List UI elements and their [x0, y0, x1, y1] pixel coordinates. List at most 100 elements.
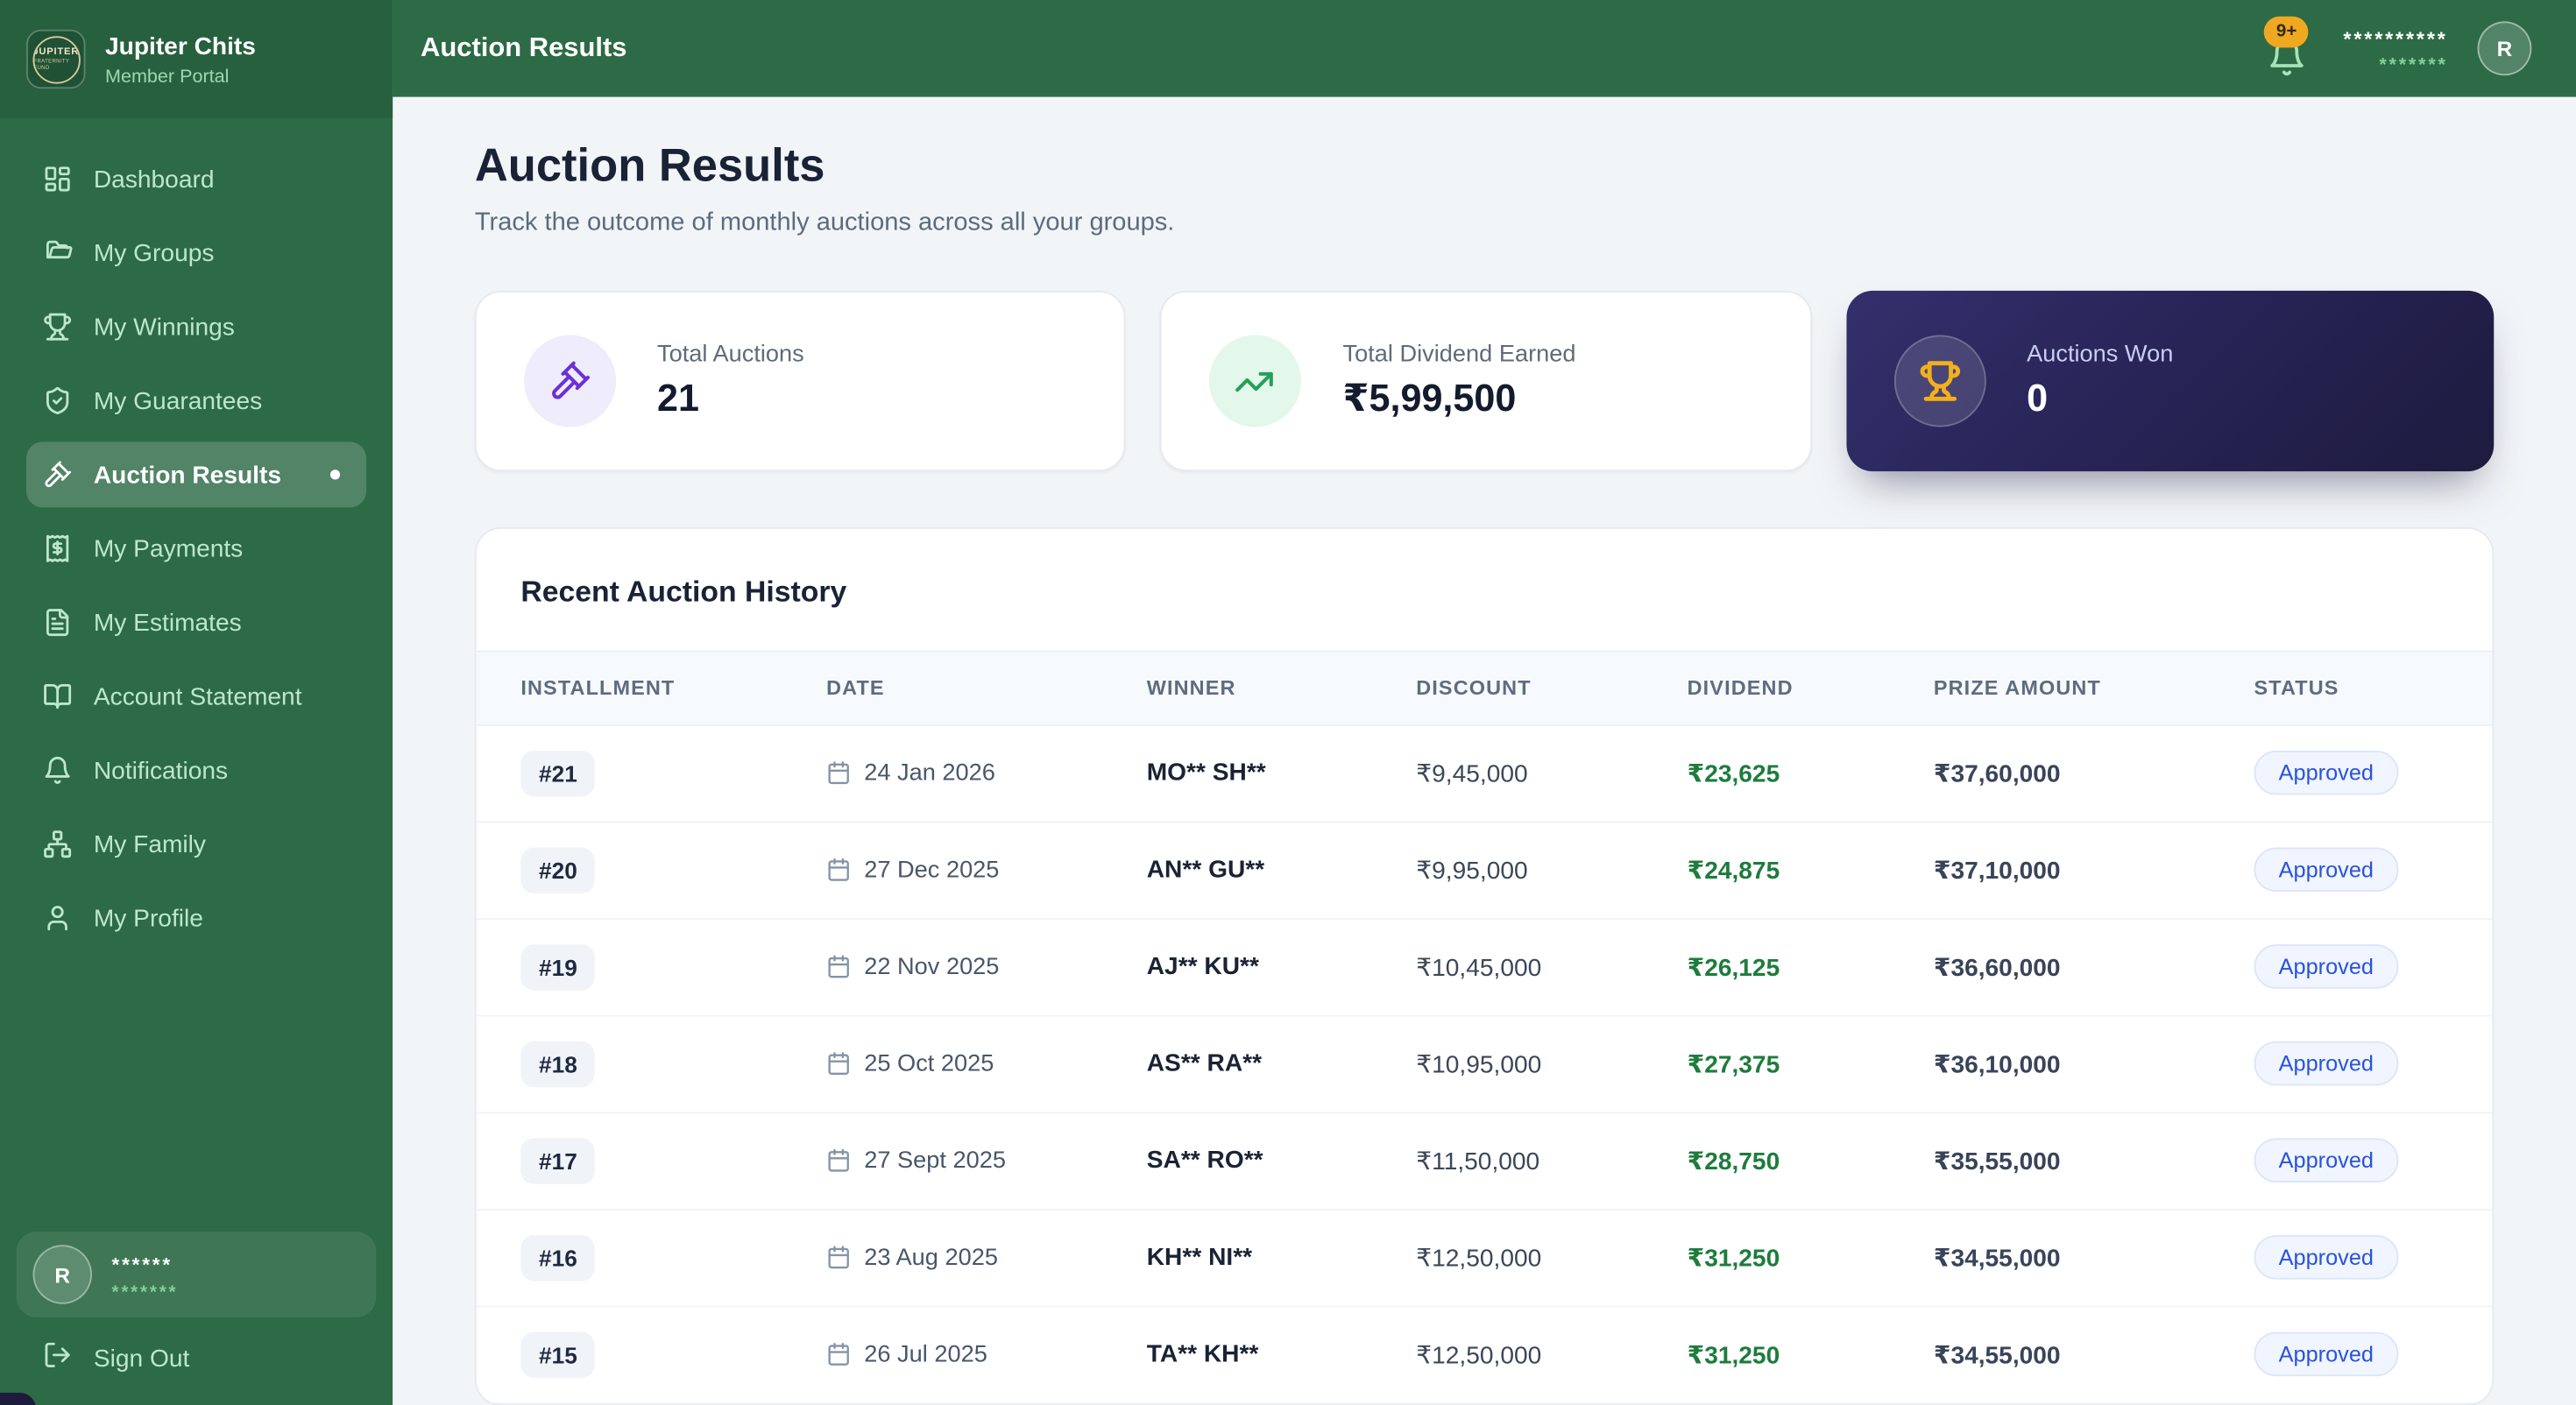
- table-title: Recent Auction History: [520, 574, 847, 607]
- sidebar-item-dashboard[interactable]: Dashboard: [26, 146, 366, 212]
- status-badge: Approved: [2254, 1235, 2399, 1280]
- prize-amount: ₹34,55,000: [1933, 1341, 2061, 1369]
- table-row: #15 26 Jul 2025 TA** KH** ₹12,50,000 ₹31…: [476, 1307, 2493, 1404]
- stat-card-total-auctions: Total Auctions 21: [474, 290, 1126, 471]
- masked-user-id: *******: [2379, 55, 2448, 76]
- sidebar-item-label: Auction Results: [93, 460, 281, 489]
- status-badge: Approved: [2254, 944, 2399, 989]
- table-row: #17 27 Sept 2025 SA** RO** ₹11,50,000 ₹2…: [476, 1112, 2493, 1211]
- table-row: #16 23 Aug 2025 KH** NI** ₹12,50,000 ₹31…: [476, 1210, 2493, 1307]
- discount-amount: ₹9,45,000: [1416, 759, 1528, 788]
- sidebar-item-my-guarantees[interactable]: My Guarantees: [26, 368, 366, 434]
- sign-out-label: Sign Out: [93, 1344, 190, 1373]
- status-badge: Approved: [2254, 751, 2399, 795]
- auction-date: 26 Jul 2025: [864, 1341, 987, 1368]
- stat-texts: Total Dividend Earned ₹5,99,500: [1342, 341, 1575, 420]
- sidebar-item-my-winnings[interactable]: My Winnings: [26, 294, 366, 360]
- sidebar: JUPITER FRATERNITY FUND Jupiter Chits Me…: [0, 0, 393, 1405]
- bell-icon: [43, 756, 73, 786]
- discount-amount: ₹9,95,000: [1416, 856, 1528, 885]
- winner-name: MO** SH**: [1146, 759, 1266, 787]
- installment-badge: #16: [520, 1234, 596, 1281]
- dividend-amount: ₹27,375: [1687, 1050, 1780, 1079]
- sidebar-item-label: My Payments: [93, 534, 244, 563]
- prize-amount: ₹34,55,000: [1933, 1244, 2061, 1273]
- status-badge: Approved: [2254, 1138, 2399, 1183]
- calendar-icon: [828, 761, 849, 785]
- sign-out-button[interactable]: Sign Out: [17, 1317, 377, 1383]
- page-title: Auction Results: [474, 139, 825, 191]
- notifications-button[interactable]: 9+: [2264, 14, 2313, 83]
- table-row: #19 22 Nov 2025 AJ** KU** ₹10,45,000 ₹26…: [476, 919, 2493, 1016]
- winner-name: KH** NI**: [1146, 1243, 1253, 1272]
- sidebar-item-label: My Family: [93, 830, 206, 858]
- table-header-row: INSTALLMENT DATE WINNER DISCOUNT DIVIDEN…: [476, 649, 2493, 725]
- gavel-icon: [43, 460, 73, 490]
- calendar-icon: [828, 858, 849, 881]
- sidebar-item-notifications[interactable]: Notifications: [26, 738, 366, 803]
- sidebar-item-label: My Guarantees: [93, 386, 263, 415]
- installment-badge: #19: [520, 943, 596, 990]
- auction-date: 23 Aug 2025: [864, 1244, 998, 1271]
- notification-count-badge: 9+: [2264, 15, 2310, 47]
- avatar[interactable]: R: [2477, 21, 2532, 76]
- sidebar-item-my-payments[interactable]: My Payments: [26, 516, 366, 582]
- sidebar-item-auction-results[interactable]: Auction Results: [26, 441, 367, 508]
- dividend-amount: ₹28,750: [1687, 1147, 1780, 1176]
- sidebar-item-my-groups[interactable]: My Groups: [26, 220, 366, 286]
- sidebar-item-account-statement[interactable]: Account Statement: [26, 664, 366, 730]
- discount-amount: ₹10,45,000: [1416, 953, 1542, 982]
- sidebar-item-label: Account Statement: [93, 682, 302, 710]
- page-content: Auction Results Track the outcome of mon…: [393, 97, 2576, 1405]
- sidebar-nav: Dashboard My Groups My Winnings My Guara…: [0, 118, 393, 959]
- topbar: Auction Results 9+ ********** ******* R: [393, 0, 2576, 97]
- page-subtitle: Track the outcome of monthly auctions ac…: [474, 208, 1175, 237]
- topbar-masked-user-info: ********** *******: [2343, 25, 2448, 75]
- sidebar-item-label: My Estimates: [93, 608, 242, 637]
- sidebar-item-label: My Winnings: [93, 313, 235, 342]
- winner-name: AN** GU**: [1146, 856, 1265, 884]
- sidebar-item-my-estimates[interactable]: My Estimates: [26, 590, 366, 655]
- sidebar-header: JUPITER FRATERNITY FUND Jupiter Chits Me…: [0, 0, 393, 118]
- masked-user-id: *******: [111, 1282, 179, 1303]
- dashboard-icon: [43, 165, 73, 194]
- prize-amount: ₹37,10,000: [1933, 856, 2061, 885]
- user-masked-info: ****** *******: [112, 1250, 179, 1303]
- logo-text: JUPITER: [32, 47, 80, 58]
- brand-subtitle: Member Portal: [105, 66, 230, 87]
- column-header-discount: DISCOUNT: [1416, 675, 1532, 699]
- status-badge: Approved: [2254, 1041, 2399, 1086]
- discount-amount: ₹11,50,000: [1416, 1147, 1540, 1176]
- masked-user-name: **********: [2343, 27, 2448, 52]
- user-avatar: R: [32, 1245, 92, 1304]
- sidebar-footer: R ****** ******* Sign Out: [0, 1232, 393, 1405]
- shield-check-icon: [43, 386, 73, 416]
- brand-name: Jupiter Chits: [105, 32, 256, 60]
- sidebar-user-card[interactable]: R ****** *******: [16, 1232, 377, 1317]
- sidebar-item-my-profile[interactable]: My Profile: [26, 886, 366, 951]
- installment-badge: #15: [520, 1331, 596, 1378]
- discount-amount: ₹12,50,000: [1416, 1244, 1542, 1273]
- folder-open-icon: [43, 238, 73, 268]
- discount-amount: ₹12,50,000: [1416, 1341, 1542, 1369]
- winner-name: SA** RO**: [1146, 1146, 1263, 1175]
- calendar-icon: [828, 955, 849, 978]
- dev-overlay-corner: [0, 1393, 37, 1405]
- log-out-icon: [43, 1340, 73, 1376]
- receipt-icon: [43, 533, 73, 563]
- brand-logo-seal: JUPITER FRATERNITY FUND: [32, 35, 80, 83]
- calendar-icon: [828, 1052, 849, 1076]
- dividend-amount: ₹26,125: [1687, 953, 1780, 982]
- table-row: #18 25 Oct 2025 AS** RA** ₹10,95,000 ₹27…: [476, 1016, 2493, 1113]
- trending-up-icon: [1209, 334, 1302, 427]
- dividend-amount: ₹31,250: [1687, 1244, 1780, 1273]
- user-icon: [43, 903, 73, 933]
- installment-badge: #21: [520, 750, 596, 796]
- sidebar-item-label: Notifications: [93, 756, 229, 785]
- dividend-amount: ₹24,875: [1687, 856, 1780, 885]
- column-header-winner: WINNER: [1146, 675, 1236, 699]
- table-row: #20 27 Dec 2025 AN** GU** ₹9,95,000 ₹24,…: [476, 823, 2493, 920]
- sidebar-item-my-family[interactable]: My Family: [26, 811, 366, 877]
- stat-label: Auctions Won: [2027, 341, 2174, 368]
